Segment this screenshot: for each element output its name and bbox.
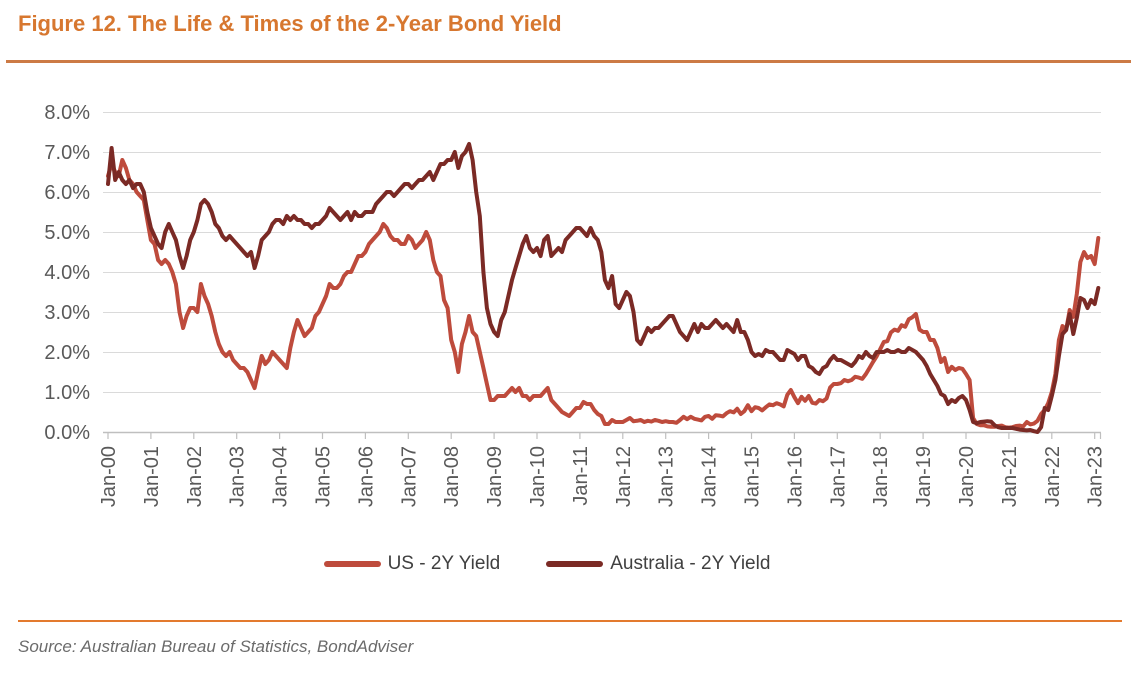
x-axis-label: Jan-02 — [184, 446, 206, 507]
legend-item-us: US - 2Y Yield — [323, 553, 501, 575]
x-axis-label: Jan-03 — [227, 446, 249, 507]
x-axis-label: Jan-19 — [913, 446, 935, 507]
x-axis-label: Jan-08 — [441, 446, 463, 507]
legend-label-australia: Australia - 2Y Yield — [610, 553, 771, 574]
x-axis-label: Jan-07 — [398, 446, 420, 507]
x-axis-label: Jan-15 — [742, 446, 764, 507]
x-axis-label: Jan-22 — [1042, 446, 1064, 507]
y-axis-label: 8.0% — [44, 102, 90, 124]
x-axis-label: Jan-11 — [570, 446, 592, 506]
x-axis-label: Jan-13 — [656, 446, 678, 507]
x-axis-label: Jan-09 — [484, 446, 506, 507]
x-axis-label: Jan-05 — [313, 446, 335, 507]
x-axis-label: Jan-12 — [613, 446, 635, 507]
x-axis-label: Jan-20 — [956, 446, 978, 507]
x-axis-label: Jan-00 — [98, 446, 120, 507]
us-yield-line — [106, 158, 1101, 430]
x-axis-label: Jan-17 — [827, 446, 849, 507]
y-axis-label: 3.0% — [44, 302, 90, 324]
x-axis-label: Jan-18 — [870, 446, 892, 507]
x-axis-label: Jan-14 — [699, 446, 721, 507]
x-axis-label: Jan-16 — [784, 446, 806, 507]
x-axis-label: Jan-23 — [1085, 446, 1107, 507]
y-axis-label: 6.0% — [44, 182, 90, 204]
y-axis-label: 4.0% — [44, 262, 90, 284]
figure-title: Figure 12. The Life & Times of the 2-Yea… — [18, 11, 562, 36]
title-rule — [6, 60, 1131, 63]
legend-label-us: US - 2Y Yield — [387, 553, 501, 574]
x-axis-label: Jan-21 — [999, 446, 1021, 507]
y-axis-label: 7.0% — [44, 142, 90, 164]
source-text: Source: Australian Bureau of Statistics,… — [18, 637, 414, 656]
legend-item-australia: Australia - 2Y Yield — [546, 553, 770, 575]
x-axis-label: Jan-04 — [270, 446, 292, 507]
y-axis-label: 0.0% — [44, 422, 90, 444]
legend-swatch-australia — [546, 561, 604, 567]
y-axis-label: 5.0% — [44, 222, 90, 244]
x-axis-label: Jan-10 — [527, 446, 549, 507]
bottom-rule — [18, 620, 1122, 622]
australia-yield-line — [106, 142, 1101, 434]
chart-legend: US - 2Y Yield Australia - 2Y Yield — [0, 553, 1116, 575]
y-axis-label: 1.0% — [44, 382, 90, 404]
legend-swatch-us — [323, 561, 381, 567]
y-axis-label: 2.0% — [44, 342, 90, 364]
x-axis-label: Jan-06 — [355, 446, 377, 507]
x-axis-label: Jan-01 — [141, 446, 163, 507]
